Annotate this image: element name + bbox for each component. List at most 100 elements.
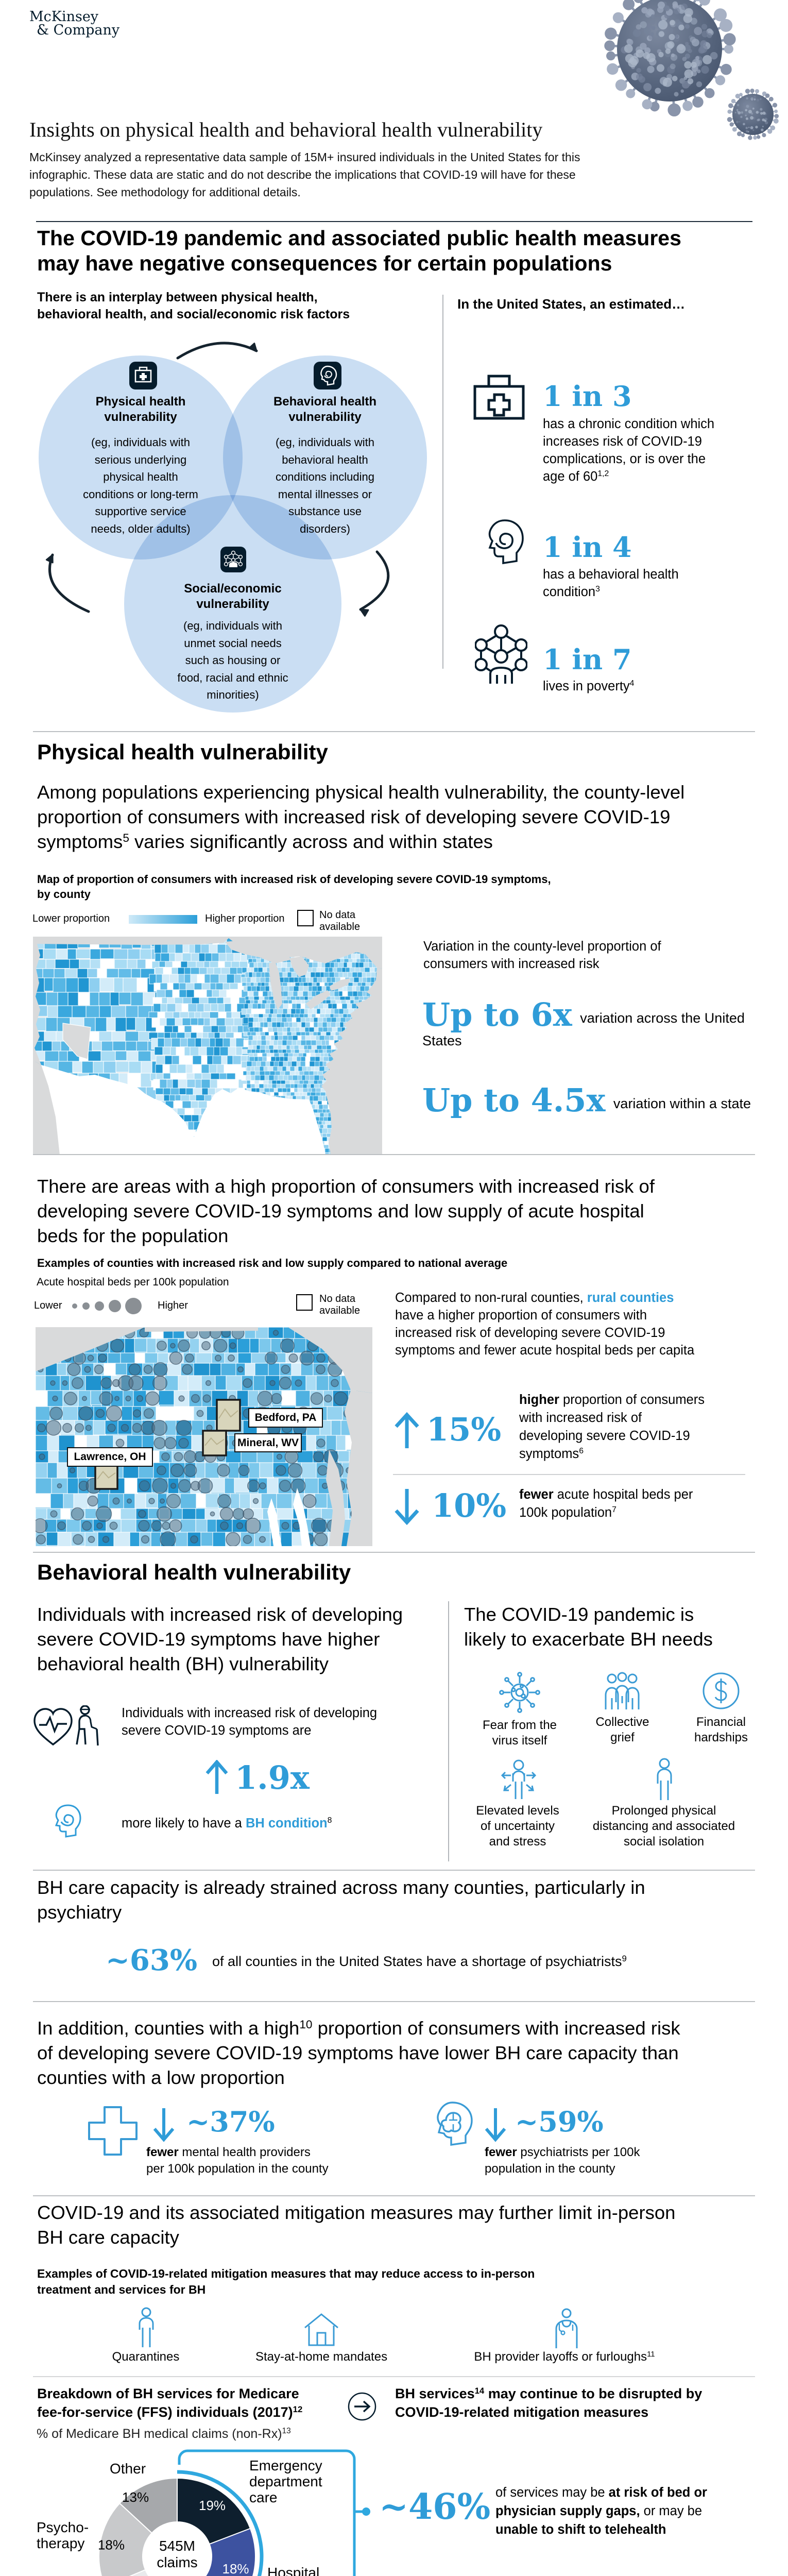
examples-caption: Examples of counties with increased risk… — [37, 1257, 508, 1269]
disrupt-post: may continue to be disrupted by COVID-19… — [395, 2386, 703, 2420]
stat-59-bold: fewer — [485, 2145, 517, 2159]
stat-15-value: 15% — [426, 1411, 502, 1448]
more-likely-text: more likely to have a BH condition8 — [122, 1815, 332, 1832]
stat-1in4-footref: 3 — [595, 585, 600, 594]
mckinsey-logo: McKinsey & Company — [29, 10, 119, 37]
section7-divider — [33, 2195, 755, 2196]
need-uncertainty-label: Elevated levels of uncertainty and stres… — [476, 1804, 559, 1849]
donut-value-label: 18% — [222, 2561, 249, 2576]
stat-10-bold: fewer — [519, 1487, 554, 1502]
disrupt-pre: BH services — [395, 2386, 475, 2401]
section2-statement-pre: Among populations experiencing physical … — [37, 782, 685, 852]
brain-head-icon — [437, 2102, 473, 2146]
collective-grief-icon — [605, 1672, 640, 1709]
down-arrow-icon — [395, 1489, 419, 1525]
compared-pre: Compared to non-rural counties, — [395, 1291, 587, 1305]
map2-legend-dots — [72, 1298, 142, 1314]
callout-46-value: ~46% — [379, 2486, 491, 2528]
donut-label-hospital: Hospital inpatient care — [267, 2565, 320, 2576]
donut-center-label: 545M claims — [157, 2538, 198, 2570]
donut-label-psychotherapy: Psycho- therapy — [37, 2519, 89, 2551]
stat-1in3-footref: 1,2 — [597, 469, 609, 479]
quarantine-person-icon — [139, 2307, 154, 2347]
map1-legend-low: Lower proportion — [32, 913, 110, 924]
variation-6x-text: variation across the United States — [422, 1010, 745, 1048]
claims-caption: % of Medicare BH medical claims (non-Rx)… — [37, 2427, 291, 2442]
more-likely-em: BH condition — [245, 1816, 328, 1831]
breakdown-footref: 12 — [293, 2404, 303, 2414]
map2-legend-low: Lower — [34, 1300, 62, 1311]
compared-em: rural counties — [587, 1291, 674, 1305]
venn-circle2-title: Behavioral health vulnerability — [273, 395, 377, 424]
county-label-lawrence: Lawrence, OH — [67, 1447, 153, 1467]
stat-10-footref: 7 — [612, 1505, 616, 1515]
up-arrow-icon — [395, 1412, 419, 1448]
stat-59-rest: psychiatrists per 100k population in the… — [485, 2145, 640, 2176]
county-label-bedford: Bedford, PA — [248, 1408, 323, 1428]
section4-statement-left: Individuals with increased risk of devel… — [37, 1604, 403, 1674]
map1-legend-gradient — [129, 915, 197, 924]
bh-head-icon — [55, 1804, 81, 1838]
measure-layoffs-label: BH provider layoffs or furloughs11 — [461, 2349, 667, 2365]
beds-caption: Acute hospital beds per 100k population — [37, 1276, 229, 1288]
regional-beds-bubble-map — [36, 1327, 372, 1546]
stat-1in4-desc-text: has a behavioral health condition — [543, 567, 679, 599]
people-network-icon — [475, 624, 527, 684]
donut-value-label: 18% — [98, 2537, 125, 2552]
variation-45x-value: Up to 4.5x — [422, 1081, 606, 1119]
compared-post: have a higher proportion of consumers wi… — [395, 1308, 695, 1358]
measure-stayhome-label: Stay-at-home mandates — [255, 2350, 388, 2364]
need-isolation-label: Prolonged physical distancing and associ… — [592, 1804, 735, 1849]
logo-line1: McKinsey — [29, 9, 99, 25]
section1-right-heading: In the United States, an estimated… — [457, 296, 686, 312]
stat-1in7-desc: lives in poverty4 — [543, 677, 634, 695]
section5-statement: BH care capacity is already strained acr… — [37, 1877, 645, 1923]
breakdown-caption: Breakdown of BH services for Medicare fe… — [37, 2384, 302, 2421]
donut-value-label: 19% — [199, 2498, 226, 2513]
stat-1in7-value: 1 in 7 — [543, 643, 632, 676]
claims-caption-text: % of Medicare BH medical claims (non-Rx) — [37, 2427, 282, 2441]
variation-6x-value: Up to 6x — [422, 996, 572, 1033]
donut-label-other: Other — [110, 2461, 146, 2477]
stat-15-footref: 6 — [579, 1447, 584, 1456]
venn-diagram — [39, 342, 427, 713]
measure-layoffs-text: BH provider layoffs or furloughs — [474, 2350, 647, 2364]
doctor-icon — [555, 2308, 578, 2348]
section6-statement-pre: In addition, counties with a high — [37, 2018, 300, 2039]
variation-45x: Up to 4.5x variation within a state — [422, 1084, 773, 1117]
callout-46-b: at risk of bed or physician supply gaps, — [495, 2485, 707, 2518]
stat-63-text-body: of all counties in the United States hav… — [212, 1954, 622, 1969]
stat-1in4-value: 1 in 4 — [543, 531, 632, 564]
section6-statement-footref: 10 — [299, 2018, 313, 2031]
donut-value-label: 13% — [122, 2489, 149, 2505]
head-psychology-icon — [488, 519, 524, 565]
callout-46-c: or may be — [643, 2504, 703, 2518]
first-aid-kit-icon — [473, 375, 525, 420]
down-arrow-37-icon — [153, 2108, 175, 2142]
venn-circle1-body: (eg, individuals with serious underlying… — [83, 436, 198, 535]
callout-46-d: unable to shift to telehealth — [495, 2522, 666, 2537]
section4-title: Behavioral health vulnerability — [37, 1560, 351, 1584]
disrupt-footref: 14 — [474, 2385, 485, 2396]
stat-15-rest: proportion of consumers with increased r… — [519, 1393, 705, 1461]
section6-statement: In addition, counties with a high10 prop… — [37, 2016, 774, 2090]
section4-vertical-divider — [448, 1601, 449, 1861]
disrupt-caption: BH services14 may continue to be disrupt… — [395, 2384, 702, 2421]
section3-statement: There are areas with a high proportion o… — [37, 1176, 655, 1246]
section2-statement-post: varies significantly across and within s… — [129, 831, 493, 852]
breakdown-caption-text: Breakdown of BH services for Medicare fe… — [37, 2386, 299, 2420]
need-grief-label: Collective grief — [595, 1715, 649, 1744]
donut-label-emergency: Emergency department care — [249, 2458, 322, 2505]
section1-heading: The COVID-19 pandemic and associated pub… — [37, 226, 681, 275]
stat-1in7-desc-text: lives in poverty — [543, 679, 630, 693]
variation-6x: Up to 6x variation across the United Sta… — [422, 998, 762, 1050]
ratio-value: 1.9x — [235, 1759, 310, 1797]
stat-10-desc: fewer acute hospital beds per 100k popul… — [519, 1486, 693, 1522]
uncertainty-person-icon — [501, 1759, 537, 1799]
map2-legend-nodata-label: No data available — [319, 1293, 360, 1316]
map1-caption: Map of proportion of consumers with incr… — [37, 873, 551, 901]
ratio-up-arrow-icon — [205, 1760, 228, 1794]
house-icon — [304, 2313, 338, 2346]
need-financial-label: Financial hardships — [694, 1715, 748, 1744]
